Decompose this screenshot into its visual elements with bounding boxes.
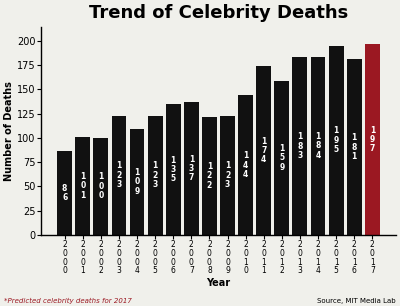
Bar: [347, 59, 362, 235]
Bar: [184, 102, 199, 235]
Text: 1
4
4: 1 4 4: [243, 151, 248, 179]
Text: 1
9
7: 1 9 7: [370, 125, 375, 153]
Text: 1
2
2: 1 2 2: [207, 162, 212, 189]
Bar: [220, 116, 235, 235]
X-axis label: Year: Year: [206, 278, 230, 288]
Bar: [94, 138, 108, 235]
Bar: [57, 151, 72, 235]
Text: 1
8
3: 1 8 3: [297, 132, 302, 160]
Bar: [292, 58, 307, 235]
Text: 1
8
4: 1 8 4: [315, 132, 321, 159]
Text: 1
0
0: 1 0 0: [98, 173, 104, 200]
Bar: [202, 117, 217, 235]
Text: 1
0
1: 1 0 1: [80, 172, 85, 200]
Bar: [130, 129, 144, 235]
Bar: [256, 66, 271, 235]
Text: 1
9
5: 1 9 5: [334, 126, 339, 154]
Text: 1
2
3: 1 2 3: [152, 161, 158, 189]
Bar: [310, 57, 326, 235]
Bar: [148, 116, 162, 235]
Text: 1
7
4: 1 7 4: [261, 137, 266, 164]
Text: 1
2
3: 1 2 3: [225, 161, 230, 189]
Bar: [365, 44, 380, 235]
Bar: [238, 95, 253, 235]
Text: 1
8
1: 1 8 1: [352, 133, 357, 161]
Text: 1
5
9: 1 5 9: [279, 144, 284, 172]
Bar: [75, 137, 90, 235]
Text: Source, MIT Media Lab: Source, MIT Media Lab: [317, 298, 396, 304]
Bar: [274, 81, 289, 235]
Bar: [329, 46, 344, 235]
Text: *Predicted celebrity deaths for 2017: *Predicted celebrity deaths for 2017: [4, 298, 132, 304]
Text: 1
2
3: 1 2 3: [116, 161, 122, 189]
Text: 1
0
9: 1 0 9: [134, 168, 140, 196]
Y-axis label: Number of Deaths: Number of Deaths: [4, 81, 14, 181]
Text: 1
3
5: 1 3 5: [171, 155, 176, 183]
Text: 8
6: 8 6: [62, 184, 67, 202]
Bar: [166, 104, 181, 235]
Bar: [112, 116, 126, 235]
Title: Trend of Celebrity Deaths: Trend of Celebrity Deaths: [89, 4, 348, 22]
Text: 1
3
7: 1 3 7: [189, 155, 194, 182]
